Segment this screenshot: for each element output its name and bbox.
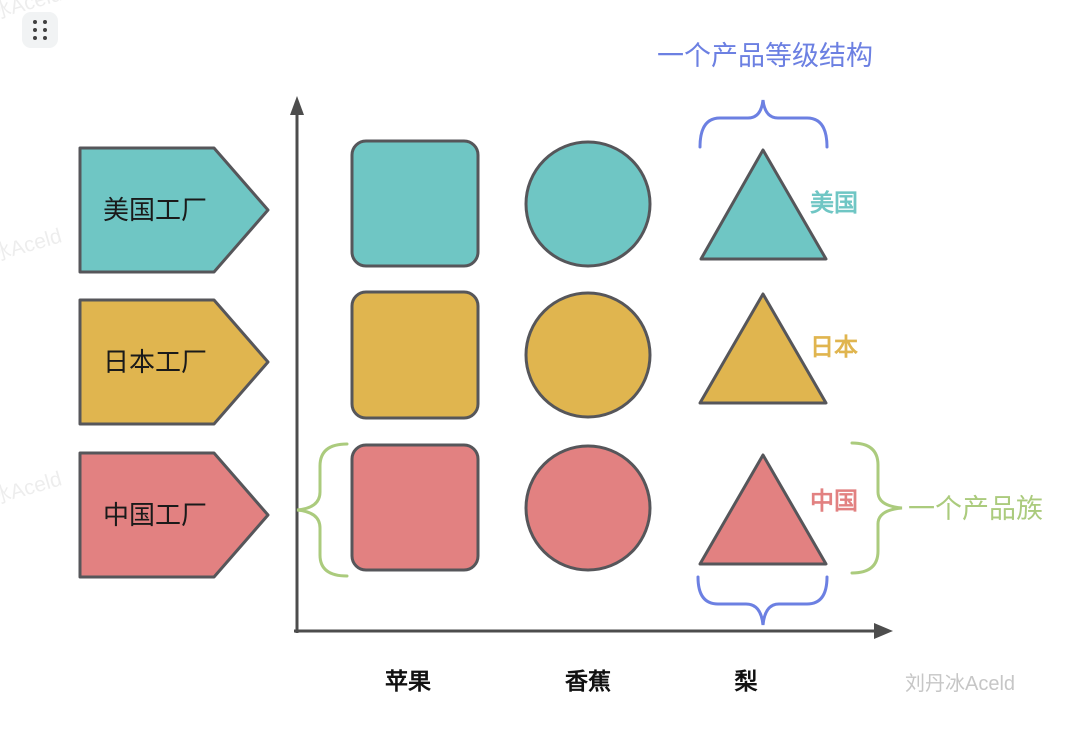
factory-label-china: 中国工厂: [102, 500, 207, 530]
product-family-annotation: 一个产品族: [908, 494, 1043, 524]
product-label-pear: 梨: [734, 668, 758, 694]
drag-handle-dot: [33, 36, 37, 40]
pear-triangle-china: [698, 453, 828, 566]
family-brace-left: [296, 442, 349, 578]
drag-handle-dot: [33, 28, 37, 32]
product-label-banana: 香蕉: [565, 668, 611, 694]
pear-triangle-usa: [699, 148, 828, 261]
pear-triangle-japan: [698, 292, 828, 405]
drag-handle-dot: [33, 20, 37, 24]
drag-handle-button[interactable]: [22, 12, 58, 48]
family-brace-right: [850, 441, 903, 575]
product-hierarchy-annotation: 一个产品等级结构: [657, 41, 873, 71]
apple-square-usa: [350, 139, 480, 268]
x-axis-arrowhead: [874, 623, 893, 639]
hierarchy-brace-top: [698, 99, 829, 149]
y-axis-arrowhead: [290, 96, 304, 115]
country-label-usa: 美国: [810, 190, 858, 217]
factory-label-usa: 美国工厂: [102, 195, 207, 225]
drag-handle-dot: [43, 36, 47, 40]
hierarchy-brace-bottom: [696, 575, 829, 626]
drag-handle-dot: [43, 20, 47, 24]
apple-square-china: [350, 443, 480, 572]
factory-label-japan: 日本工厂: [102, 347, 207, 377]
drag-handle-dot: [43, 28, 47, 32]
author-watermark: 刘丹冰Aceld: [905, 673, 1016, 695]
product-label-apple: 苹果: [385, 668, 431, 694]
banana-circle-china: [524, 444, 652, 572]
apple-square-japan: [350, 290, 480, 420]
country-label-china: 中国: [810, 488, 858, 515]
factory-arrow-usa: [78, 146, 270, 274]
banana-circle-japan: [524, 291, 652, 419]
banana-circle-usa: [524, 140, 652, 268]
country-label-japan: 日本: [810, 334, 858, 361]
factory-arrow-china: [78, 451, 270, 579]
factory-arrow-japan: [78, 298, 270, 426]
